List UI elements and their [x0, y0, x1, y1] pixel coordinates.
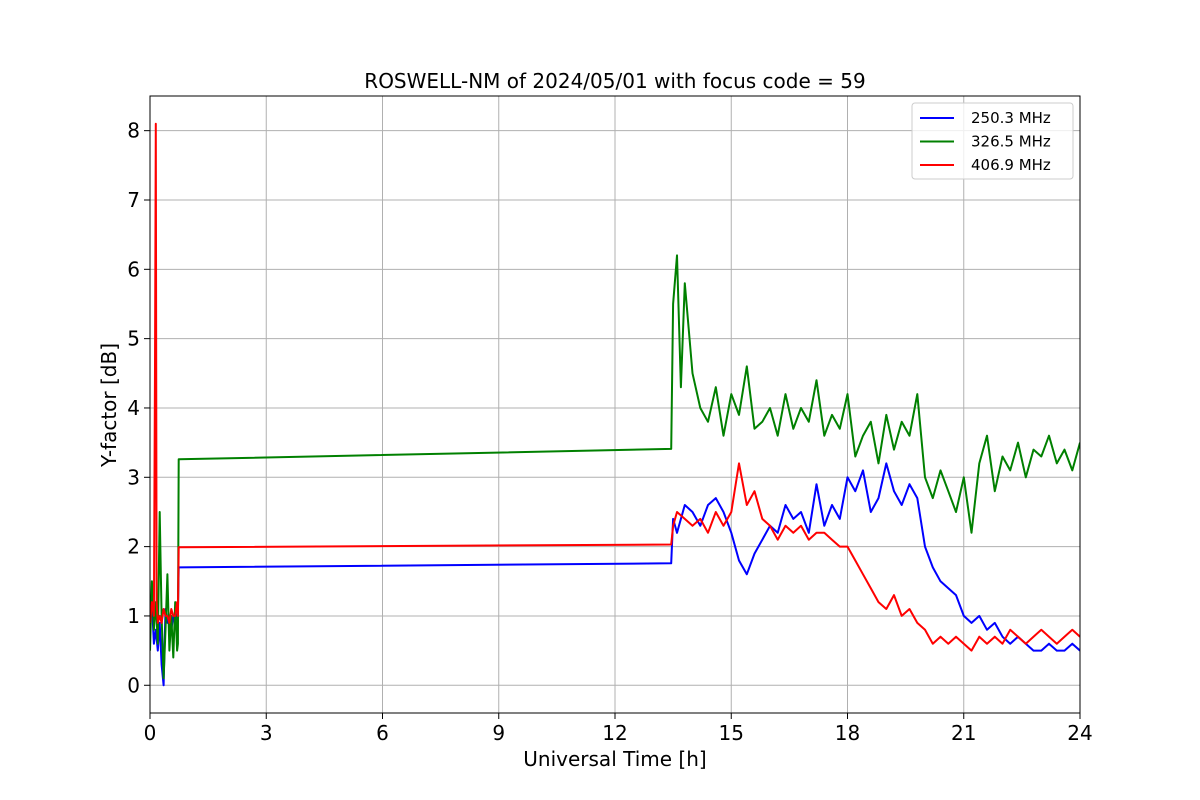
series-line-1: [150, 462, 1080, 687]
x-tick-label: 3: [260, 721, 273, 745]
y-tick-label: 4: [127, 396, 140, 420]
y-axis-label: Y-factor [dB]: [97, 343, 121, 468]
legend-label-3: 406.9 MHz: [971, 156, 1051, 174]
x-axis-label: Universal Time [h]: [523, 747, 706, 771]
y-tick-label: 7: [127, 188, 140, 212]
y-tick-label: 3: [127, 465, 140, 489]
y-tick-label: 8: [127, 119, 140, 143]
legend-label-1: 250.3 MHz: [971, 109, 1051, 127]
series-line-3: [150, 122, 1080, 652]
legend-label-2: 326.5 MHz: [971, 133, 1051, 151]
y-tick-label: 6: [127, 257, 140, 281]
x-tick-label: 18: [835, 721, 860, 745]
legend: 250.3 MHz 326.5 MHz 406.9 MHz: [911, 102, 1074, 180]
y-tick-label: 2: [127, 535, 140, 559]
x-tick-label: 21: [951, 721, 976, 745]
x-tick-label: 24: [1067, 721, 1092, 745]
y-tick-label: 5: [127, 327, 140, 351]
x-tick-label: 15: [719, 721, 744, 745]
y-tick-label: 0: [127, 673, 140, 697]
y-tick-label: 1: [127, 604, 140, 628]
legend-box: [911, 102, 1074, 180]
chart-title: ROSWELL-NM of 2024/05/01 with focus code…: [364, 69, 865, 93]
x-tick-label: 12: [602, 721, 627, 745]
x-tick-label: 0: [144, 721, 157, 745]
x-tick-label: 6: [376, 721, 389, 745]
series-line-2: [150, 254, 1080, 680]
x-tick-label: 9: [492, 721, 505, 745]
series-group: [150, 122, 1080, 687]
